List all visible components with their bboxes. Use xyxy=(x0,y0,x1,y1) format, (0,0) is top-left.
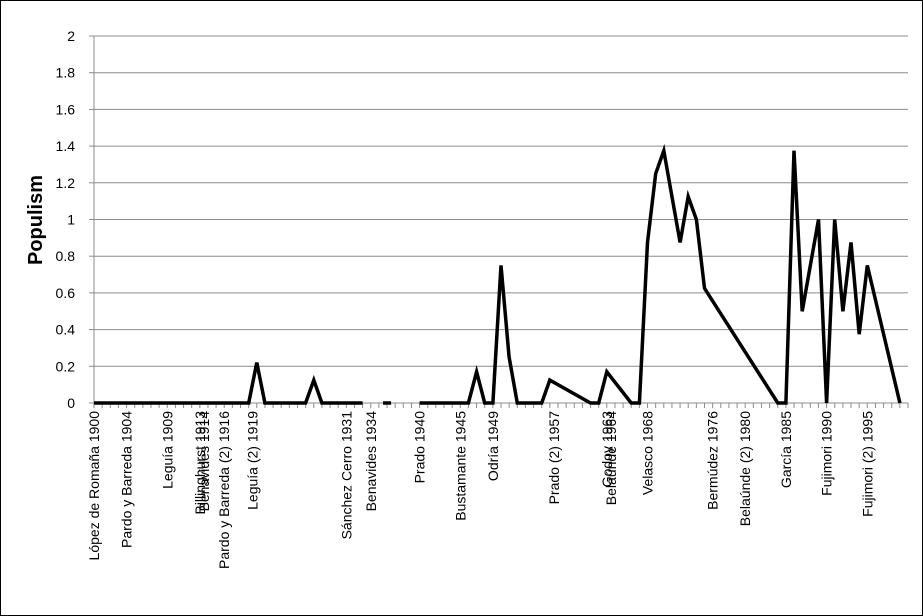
y-tick-label: 1.6 xyxy=(56,101,76,117)
x-tick-label: Leguía (2) 1919 xyxy=(245,411,261,510)
x-tick-label: Prado 1940 xyxy=(412,411,428,484)
x-tick-label: Prado (2) 1957 xyxy=(546,411,562,505)
x-tick-label: Billinghurst 1913 xyxy=(192,411,208,515)
y-tick-label: 1 xyxy=(67,212,75,228)
x-tick-label: Velasco 1968 xyxy=(640,411,656,495)
x-tick-label: Bustamante 1945 xyxy=(452,411,468,521)
y-tick-label: 1.2 xyxy=(56,175,76,191)
x-tick-label: García 1985 xyxy=(778,411,794,488)
y-tick-labels: 0 0.2 0.4 0.6 0.8 1 1.2 1.4 1.6 1.8 2 xyxy=(56,28,76,411)
x-tick-label: Godoy 1963 xyxy=(599,411,615,487)
y-tick-label: 2 xyxy=(67,28,75,44)
y-tick-label: 1.8 xyxy=(56,65,76,81)
gridlines xyxy=(94,35,908,367)
series-layer xyxy=(94,143,902,405)
x-tick-label: Odría 1949 xyxy=(485,411,501,481)
y-axis-label: Populism xyxy=(25,175,47,265)
y-tick-label: 1.4 xyxy=(56,138,76,154)
y-tick-label: 0.8 xyxy=(56,248,76,264)
x-tick-label: Belaúnde (2) 1980 xyxy=(737,411,753,526)
y-tick-label: 0 xyxy=(67,395,75,411)
y-tick-label: 0.4 xyxy=(56,322,76,338)
x-tick-labels: López de Romaña 1900 Pardo y Barreda 1904… xyxy=(86,411,875,569)
series-line-segment xyxy=(419,143,902,405)
x-tick-label: Leguía 1909 xyxy=(159,411,175,489)
x-tick-label: Bermúdez 1976 xyxy=(705,411,721,510)
axes xyxy=(89,35,909,408)
x-tick-label: Fujimori (2) 1995 xyxy=(859,411,875,517)
y-tick-label: 0.2 xyxy=(56,358,76,374)
x-tick-label: Benavides 1914 xyxy=(196,411,212,512)
x-tick-label: Pardo y Barreda (2) 1916 xyxy=(216,411,232,569)
x-tick-label: López de Romaña 1900 xyxy=(86,411,102,561)
x-tick-label: Belaúnde 1964 xyxy=(603,411,619,505)
x-tick-label: Fujimori 1990 xyxy=(819,411,835,496)
series-line-segment xyxy=(94,362,363,405)
x-tick-label: Benavides 1934 xyxy=(363,411,379,512)
x-tick-label: Pardo y Barreda 1904 xyxy=(119,411,135,548)
y-tick-label: 0.6 xyxy=(56,285,76,301)
x-tick-label: Sánchez Cerro 1931 xyxy=(338,411,354,540)
